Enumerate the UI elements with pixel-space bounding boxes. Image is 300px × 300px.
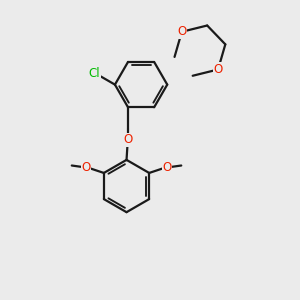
Text: O: O [123,134,133,146]
Text: O: O [213,63,223,76]
Text: O: O [81,160,91,173]
Text: O: O [177,25,186,38]
Text: O: O [162,160,172,173]
Text: Cl: Cl [88,67,100,80]
